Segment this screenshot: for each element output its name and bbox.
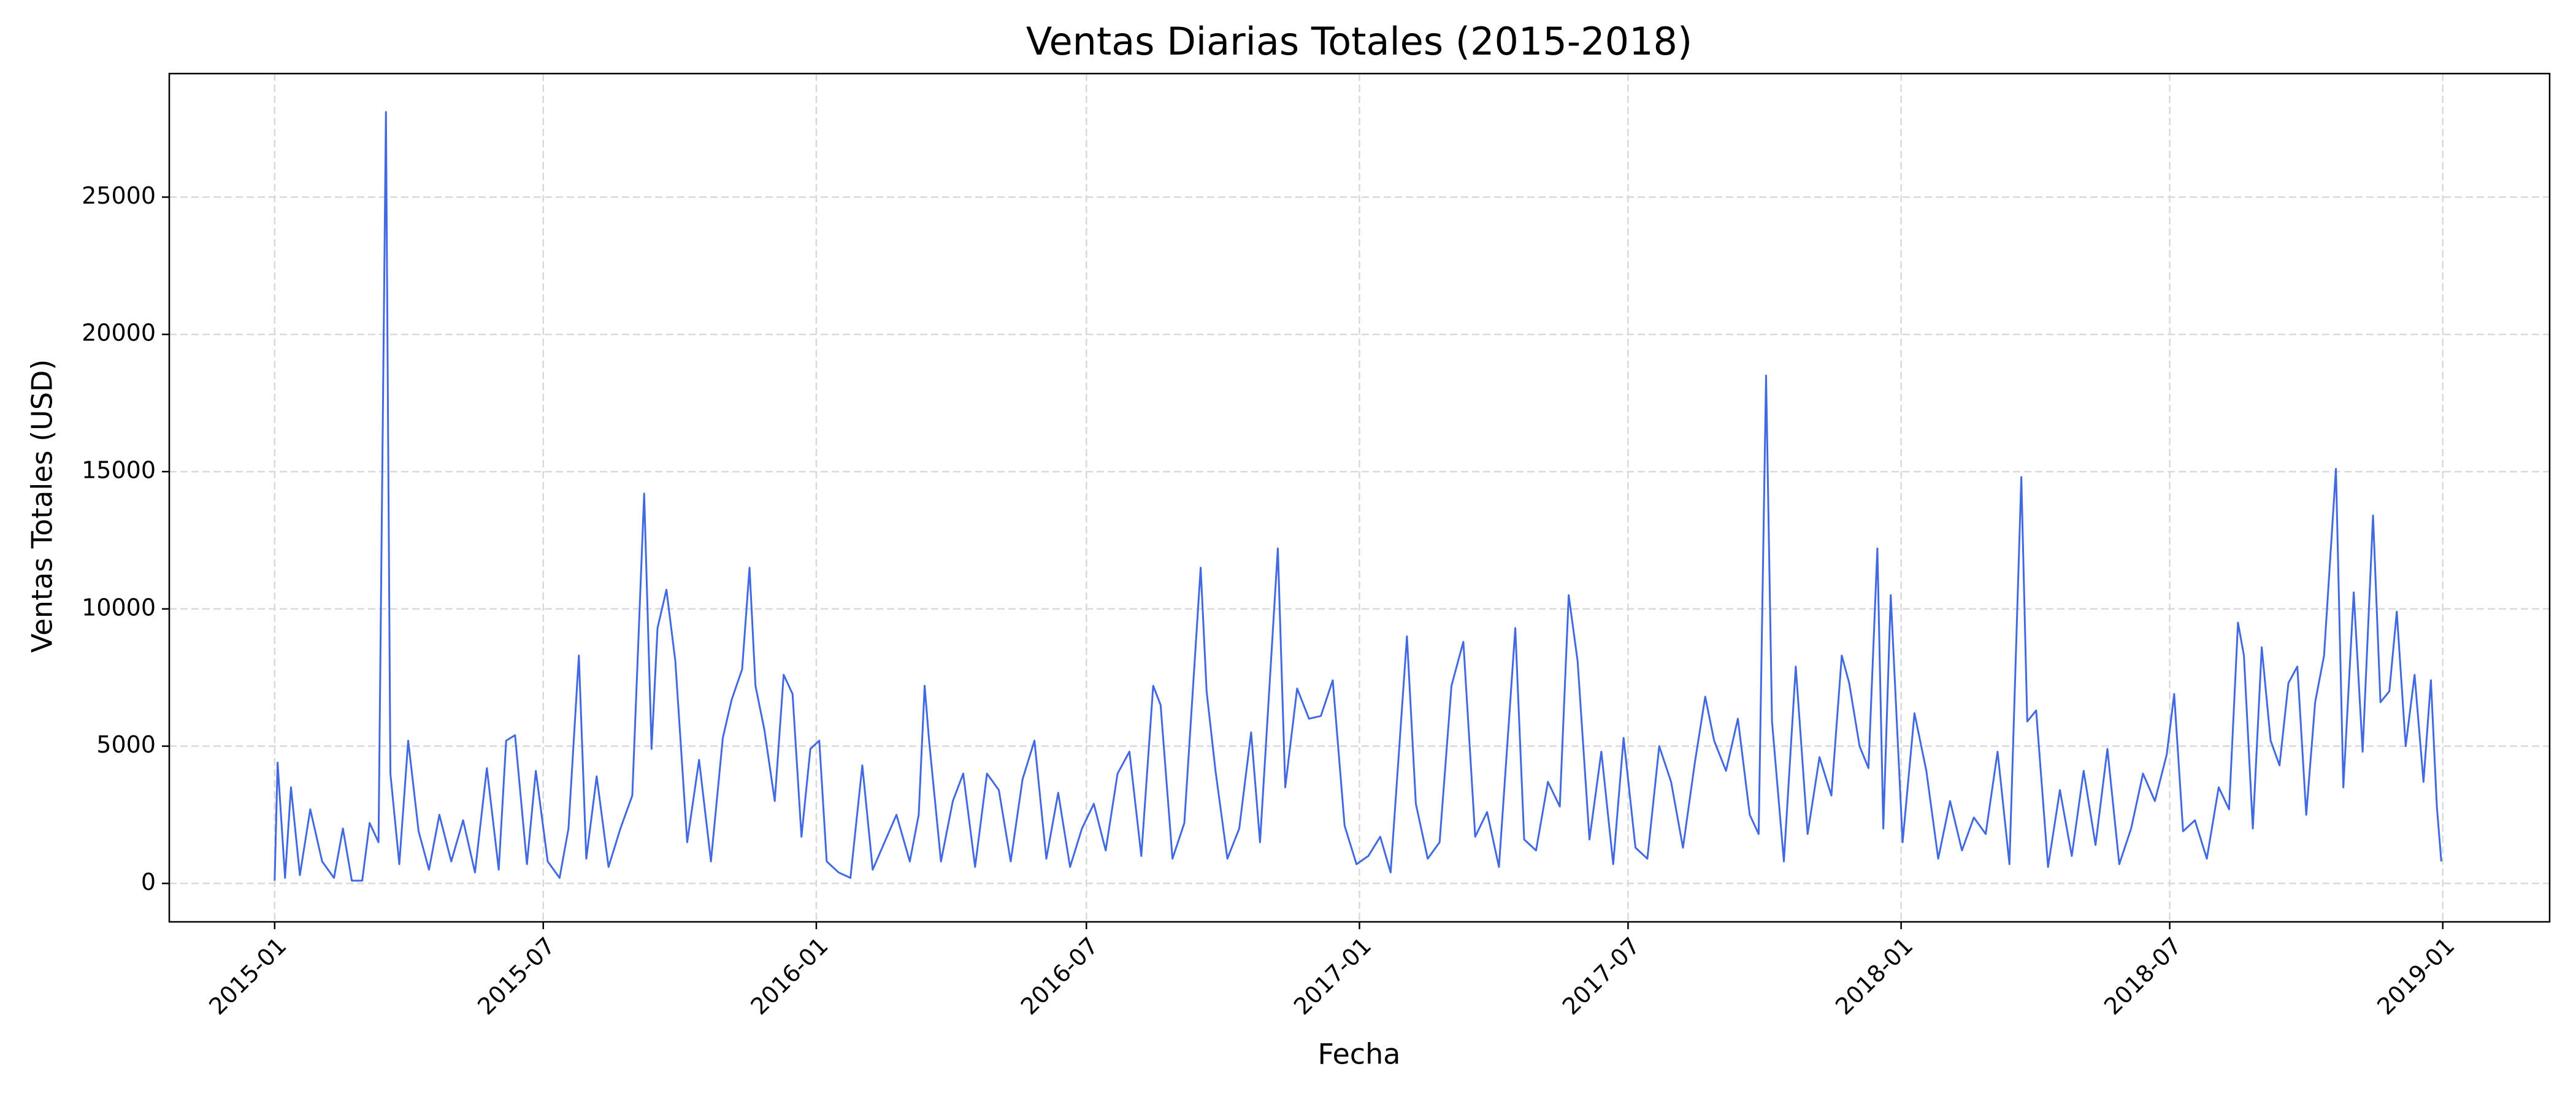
y-tick-label: 25000 <box>82 182 156 209</box>
y-tick-label: 0 <box>141 868 156 895</box>
y-tick-label: 20000 <box>82 320 156 347</box>
y-axis-label: Ventas Totales (USD) <box>26 359 59 653</box>
y-tick-label: 10000 <box>82 594 156 621</box>
y-tick-label: 15000 <box>82 456 156 483</box>
chart-title: Ventas Diarias Totales (2015-2018) <box>1026 19 1692 64</box>
plot-frame <box>168 72 2551 923</box>
x-axis-label: Fecha <box>1318 1038 1401 1071</box>
data-line <box>274 111 2442 882</box>
y-tick-label: 5000 <box>96 731 156 758</box>
